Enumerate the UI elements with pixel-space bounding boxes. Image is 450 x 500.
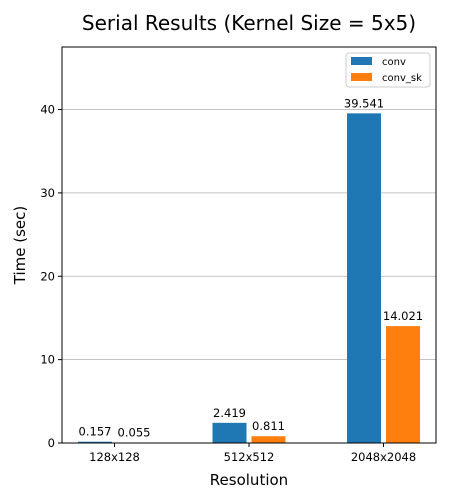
y-tick-label: 40 [40, 103, 55, 117]
x-axis: 128x128 512x512 2048x2048 [89, 443, 416, 464]
legend-swatch-conv [351, 57, 372, 65]
bar-conv_sk-512x512 [251, 436, 286, 443]
y-axis-label: Time (sec) [11, 206, 29, 285]
x-tick-label: 2048x2048 [351, 450, 416, 464]
legend-swatch-conv_sk [351, 73, 372, 81]
bars [78, 113, 420, 443]
x-tick-label: 512x512 [224, 450, 275, 464]
x-tick-label: 128x128 [89, 450, 140, 464]
bar-conv-512x512 [212, 422, 247, 443]
legend-label-conv: conv [382, 57, 406, 68]
data-label-conv_sk-128x128: 0.055 [118, 426, 151, 440]
data-labels: 0.157 2.419 39.541 0.055 0.811 14.021 [79, 96, 424, 439]
legend-label-conv_sk: conv_sk [382, 73, 422, 84]
x-axis-label: Resolution [210, 471, 288, 489]
y-axis: 0 10 20 30 40 [40, 103, 62, 450]
y-tick-label: 30 [40, 186, 55, 200]
bar-conv-2048x2048 [347, 113, 381, 443]
bar-conv_sk-2048x2048 [386, 326, 420, 443]
data-label-conv-128x128: 0.157 [79, 425, 112, 439]
data-label-conv_sk-512x512: 0.811 [252, 419, 285, 433]
y-tick-label: 10 [40, 353, 55, 367]
y-tick-label: 20 [40, 269, 55, 283]
bar-conv-128x128 [78, 441, 112, 443]
chart-title: Serial Results (Kernel Size = 5x5) [82, 11, 416, 35]
data-label-conv-512x512: 2.419 [213, 406, 246, 420]
y-tick-label: 0 [48, 436, 55, 450]
data-label-conv_sk-2048x2048: 14.021 [383, 309, 423, 323]
legend: conv conv_sk [345, 52, 431, 88]
data-label-conv-2048x2048: 39.541 [344, 96, 384, 110]
